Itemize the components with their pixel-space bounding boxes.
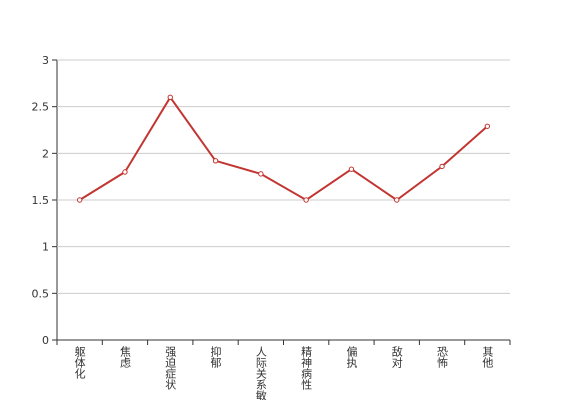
point (212, 158, 219, 164)
point (303, 197, 309, 203)
x-tick-label: 敌对 (390, 345, 403, 368)
point (167, 94, 173, 101)
x-tick-label: 人际关系敏感 (254, 346, 267, 400)
x-tick-label: 焦虑 (118, 346, 131, 368)
x-tick-label: 躯体化 (73, 346, 86, 380)
x-tick-label: 其他 (481, 346, 494, 368)
x-tick-label: 精神病性 (300, 346, 313, 391)
y-tick-label: 0.5 (32, 287, 50, 300)
y-tick-label: 1 (42, 241, 49, 254)
x-tick-label: 强迫症状 (164, 346, 177, 390)
y-tick-label: 1.5 (32, 194, 50, 207)
x-tick-label: 抑郁 (209, 345, 222, 368)
point (394, 197, 400, 203)
point (484, 123, 491, 129)
line (79, 95, 489, 202)
x-tick-label: 偏执 (345, 345, 358, 369)
y-tick-label: 3 (42, 54, 49, 67)
x-tick-label: 恐怖 (436, 346, 449, 368)
point (76, 197, 83, 203)
y-tick-label: 2 (42, 147, 49, 160)
point (258, 171, 264, 177)
y-tick-label: 2.5 (32, 101, 50, 114)
y-tick-label: 0 (42, 334, 49, 347)
point (122, 169, 128, 175)
point (439, 163, 445, 170)
point (348, 166, 355, 172)
